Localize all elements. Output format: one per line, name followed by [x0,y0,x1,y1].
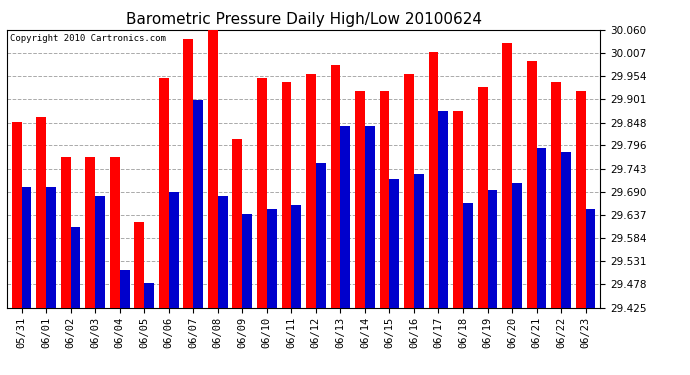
Text: Copyright 2010 Cartronics.com: Copyright 2010 Cartronics.com [10,34,166,43]
Bar [135,222,144,308]
Bar [438,111,449,308]
Bar [242,213,252,308]
Title: Barometric Pressure Daily High/Low 20100624: Barometric Pressure Daily High/Low 20100… [126,12,482,27]
Bar [526,61,537,308]
Bar [316,163,326,308]
Bar [169,192,179,308]
Bar [184,39,193,308]
Bar [267,209,277,308]
Bar [291,205,301,308]
Bar [257,78,267,308]
Bar [488,189,497,308]
Bar [586,209,595,308]
Bar [340,126,351,308]
Bar [306,74,316,308]
Bar [233,139,242,308]
Bar [110,157,119,308]
Bar [463,202,473,308]
Bar [404,74,414,308]
Bar [193,100,203,308]
Bar [331,65,340,308]
Bar [575,91,586,308]
Bar [37,117,46,308]
Bar [453,111,463,308]
Bar [46,188,56,308]
Bar [414,174,424,308]
Bar [428,52,438,308]
Bar [159,78,169,308]
Bar [12,122,21,308]
Bar [144,284,154,308]
Bar [208,26,218,308]
Bar [21,188,32,308]
Bar [95,196,105,308]
Bar [218,196,228,308]
Bar [512,183,522,308]
Bar [119,270,130,308]
Bar [561,152,571,308]
Bar [389,178,400,308]
Bar [365,126,375,308]
Bar [70,226,81,308]
Bar [502,43,512,308]
Bar [537,148,546,308]
Bar [86,157,95,308]
Bar [551,82,561,308]
Bar [355,91,365,308]
Bar [380,91,389,308]
Bar [477,87,488,308]
Bar [61,157,70,308]
Bar [282,82,291,308]
